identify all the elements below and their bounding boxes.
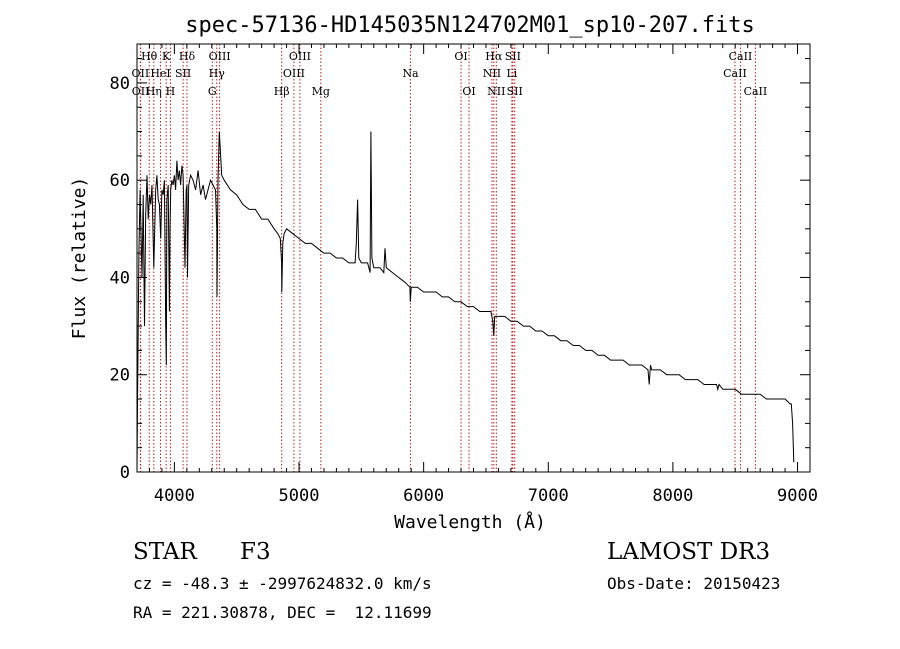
line-label-20: Hα (485, 50, 503, 63)
line-label-24: SII (507, 85, 523, 98)
line-label-27: CaII (744, 85, 768, 98)
line-label-3: Hη (146, 85, 162, 98)
line-label-6: H (166, 85, 176, 98)
y-tick-label-1: 20 (110, 366, 130, 386)
object-subclass: F3 (240, 539, 271, 565)
x-axis-ticks: 4000 5000 6000 7000 8000 9000 (136, 44, 818, 506)
line-label-13: OIII (283, 67, 305, 80)
coordinates: RA = 221.30878, DEC = 12.11699 (133, 603, 432, 622)
x-axis-label: Wavelength (Å) (394, 511, 546, 533)
x-tick-label-3: 7000 (528, 486, 569, 506)
line-label-10: Hγ (209, 67, 226, 80)
line-label-5: K (162, 50, 171, 63)
line-label-18: OI (462, 85, 475, 98)
line-label-8: Hδ (179, 50, 196, 63)
line-label-23: SII (505, 50, 521, 63)
line-label-2: Hθ (141, 50, 158, 63)
object-class: STAR (133, 539, 197, 565)
x-tick-label-2: 6000 (403, 486, 444, 506)
obs-date: Obs-Date: 20150423 (607, 574, 781, 593)
y-tick-label-2: 40 (110, 268, 130, 288)
spectral-line-labels: OII OII Hθ Hη HeI K H SII Hδ G Hγ OIII Hβ OIII OIII Mg N… (132, 50, 768, 98)
line-label-15: Mg (312, 85, 330, 98)
x-tick-label-5: 9000 (777, 486, 818, 506)
line-label-25: CaII (723, 67, 747, 80)
line-label-7: SII (175, 67, 191, 80)
spectrum-series-line (136, 131, 795, 473)
y-axis-ticks: 0 20 40 60 80 (110, 58, 810, 483)
plot-frame (136, 43, 811, 473)
chart-title: spec-57136-HD145035N124702M01_sp10-207.f… (185, 13, 755, 38)
line-label-1: OII (132, 85, 150, 98)
line-label-21: NII (487, 85, 505, 98)
line-label-0: OII (132, 67, 150, 80)
spectral-line-markers (139, 44, 756, 472)
y-tick-label-3: 60 (110, 171, 130, 191)
line-label-16: Na (402, 67, 419, 80)
x-tick-label-1: 5000 (279, 486, 320, 506)
line-label-19: NII (483, 67, 501, 80)
y-tick-label-4: 80 (110, 74, 130, 94)
line-label-11: OIII (209, 50, 231, 63)
y-axis-label: Flux (relative) (69, 177, 90, 340)
line-label-12: Hβ (274, 85, 290, 98)
line-label-17: OI (454, 50, 467, 63)
x-tick-label-4: 8000 (652, 486, 693, 506)
survey-name: LAMOST DR3 (607, 539, 771, 565)
line-label-26: CaII (729, 50, 753, 63)
line-label-22: Li (506, 67, 517, 80)
y-tick-label-0: 0 (120, 463, 130, 483)
line-label-14: OIII (289, 50, 311, 63)
x-tick-label-0: 4000 (154, 486, 195, 506)
line-label-4: HeI (150, 67, 170, 80)
redshift-line: cz = -48.3 ± -2997624832.0 km/s (133, 574, 432, 593)
line-label-9: G (208, 85, 217, 98)
